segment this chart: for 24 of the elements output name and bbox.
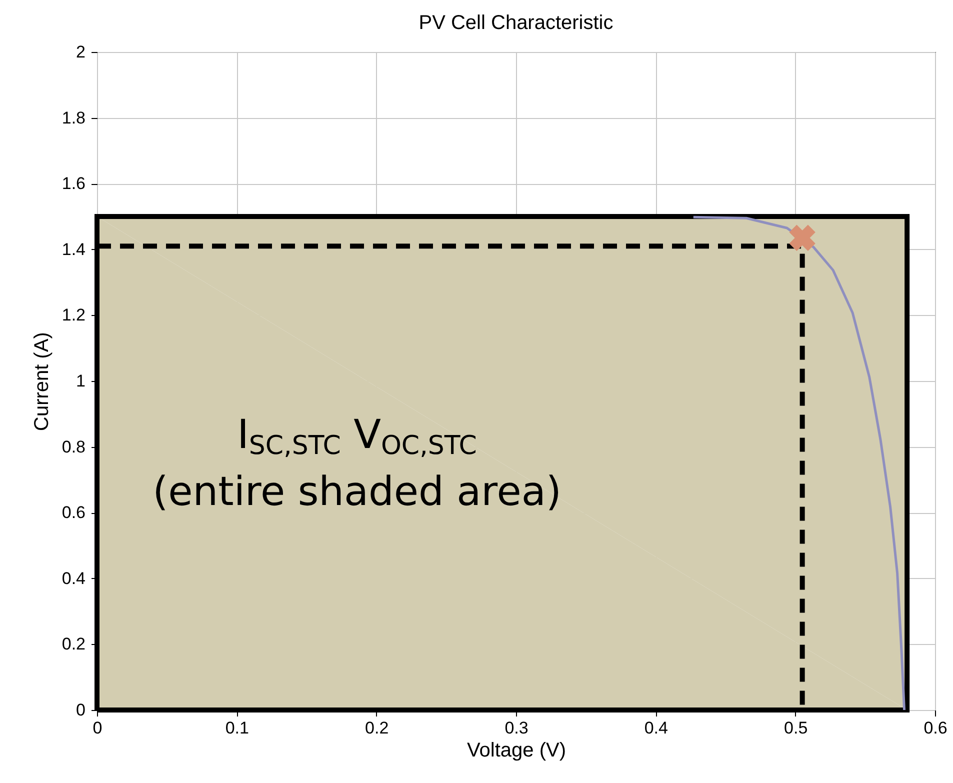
y-tick-label: 0.8 [62, 437, 86, 456]
y-tick-label: 2 [76, 42, 86, 62]
annotation: (entire shaded area) [152, 469, 562, 515]
x-tick-label: 0 [92, 718, 102, 738]
y-tick-label: 0.4 [62, 568, 86, 588]
chart-title: PV Cell Characteristic [418, 12, 614, 34]
y-tick-label: 1.4 [62, 240, 86, 259]
y-tick-label: 1 [76, 372, 86, 390]
y-tick-label: 1.6 [62, 174, 86, 194]
y-tick-label: 0.6 [62, 503, 86, 522]
x-tick-label: 0.4 [644, 718, 668, 738]
y-tick-label: 0 [76, 700, 86, 720]
x-tick-label: 0.2 [365, 718, 389, 738]
y-tick-label: 0.2 [62, 634, 86, 654]
y-tick-label: 1.2 [62, 306, 86, 325]
annotation: I$_{SC,STC}$ V$_{OC,STC}$ [236, 412, 478, 463]
x-tick-label: 0.1 [225, 718, 249, 738]
x-tick-label: 0.5 [784, 718, 808, 738]
x-axis-title: Voltage (V) [467, 740, 566, 762]
line-series [692, 216, 906, 712]
x-tick-label: 0.6 [924, 718, 948, 738]
x-tick-label: 0.3 [504, 718, 528, 738]
y-axis-title: Current (A) [30, 332, 53, 431]
y-tick-label: 1.8 [62, 108, 86, 128]
